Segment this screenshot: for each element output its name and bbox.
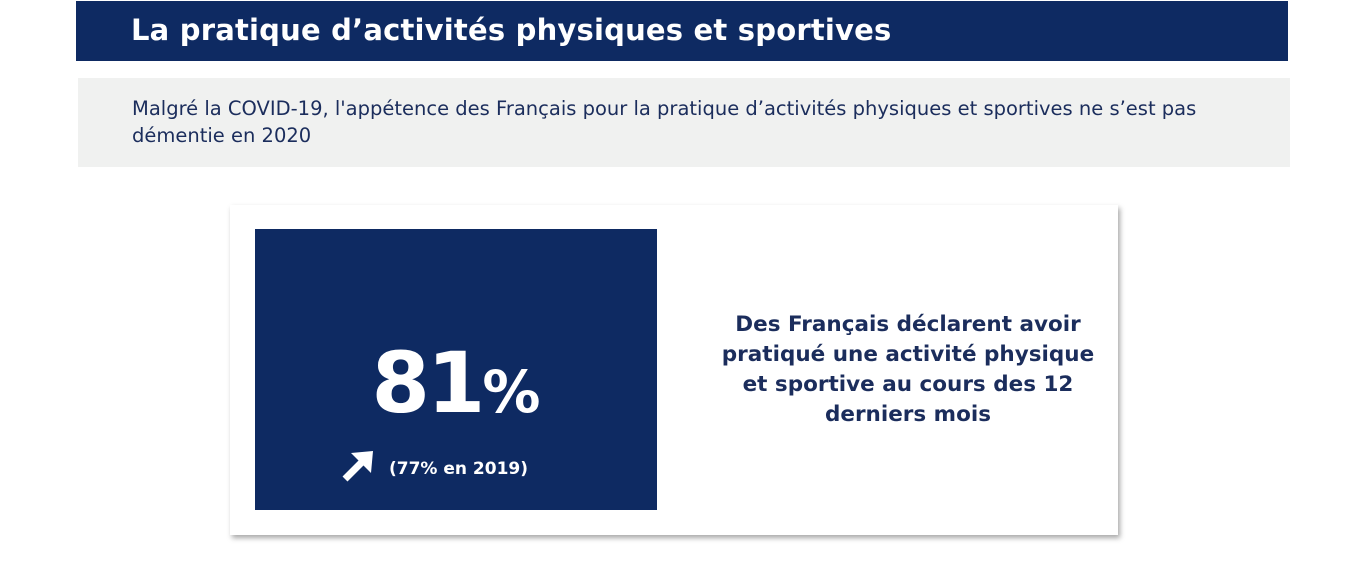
stat-number: 81 [371, 334, 485, 432]
comparison-text: (77% en 2019) [389, 459, 529, 479]
stat-value: 81% [255, 341, 657, 434]
page-title: La pratique d’activités physiques et spo… [131, 13, 892, 47]
arrow-up-right-icon [342, 451, 373, 482]
title-banner: La pratique d’activités physiques et spo… [76, 1, 1288, 61]
stat-unit: % [482, 358, 541, 426]
stat-card: 81% (77% en 2019) Des Français déclarent… [230, 205, 1118, 535]
trend-row: (77% en 2019) [341, 449, 528, 483]
intro-panel: Malgré la COVID-19, l'appétence des Fran… [78, 78, 1290, 167]
stat-description: Des Français déclarent avoir pratiqué un… [721, 312, 1095, 427]
intro-text: Malgré la COVID-19, l'appétence des Fran… [132, 97, 1197, 147]
stat-highlight-box: 81% (77% en 2019) [255, 229, 657, 510]
